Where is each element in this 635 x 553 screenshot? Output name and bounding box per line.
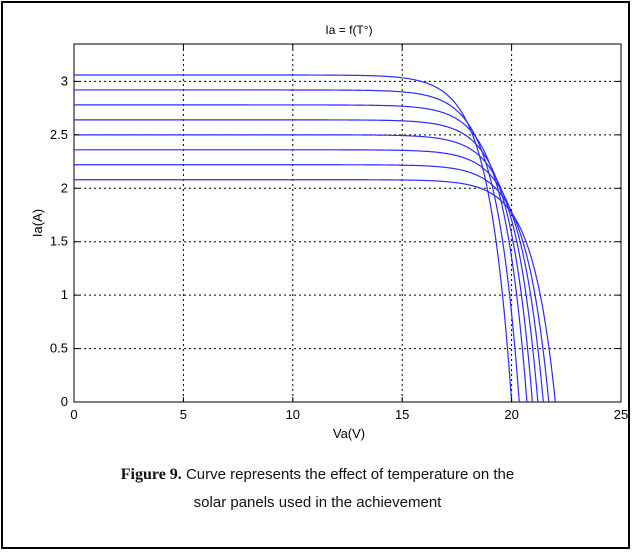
x-tick-label: 0 [70,407,77,422]
y-tick-label: 2 [61,180,68,195]
x-axis-label: Va(V) [333,426,365,441]
axis-ticks: 0 5 10 15 20 25 0 0.5 1 1.5 2 2.5 3 [50,44,628,422]
iv-curve [74,164,550,403]
y-tick-label: 2.5 [50,127,68,142]
x-tick-label: 5 [180,407,187,422]
iv-curve [74,104,528,403]
y-tick-label: 0 [61,394,68,409]
x-tick-label: 15 [395,407,409,422]
x-tick-label: 25 [614,407,628,422]
figure-caption-line-1: Figure 9. Curve represents the effect of… [0,466,635,484]
figure-caption-text-1: Curve represents the effect of temperatu… [185,466,515,483]
figure-caption-lead: Figure 9. [120,466,182,483]
y-tick-label: 0.5 [50,341,68,356]
iv-curve [74,149,544,403]
chart: Ia = f(T°) 0 5 10 15 20 25 0 0.5 1 1.5 2 2.5 3 Va(V)… [30,23,628,441]
figure-caption-line-2: solar panels used in the achievement [193,494,442,511]
iv-curve [74,179,556,403]
curves [74,74,556,403]
iv-curve [74,89,520,403]
x-tick-label: 10 [286,407,300,422]
y-tick-label: 1.5 [50,234,68,249]
y-tick-label: 3 [61,73,68,88]
iv-curve [74,119,533,403]
y-tick-label: 1 [61,287,68,302]
iv-curve [74,134,539,403]
chart-title: Ia = f(T°) [325,23,372,37]
grid [74,44,621,402]
plot-area [73,43,622,403]
y-axis-label: Ia(A) [30,209,45,237]
x-tick-label: 20 [504,407,518,422]
iv-curve [74,74,513,403]
